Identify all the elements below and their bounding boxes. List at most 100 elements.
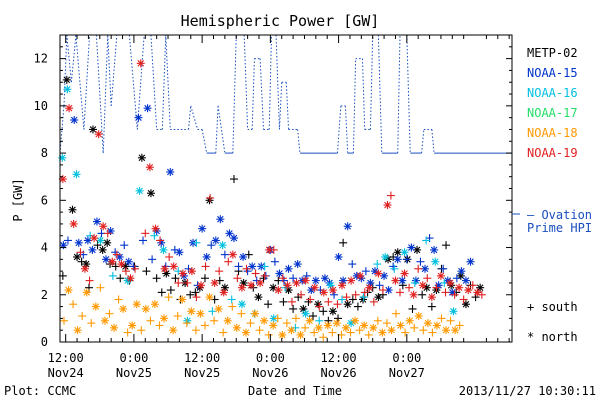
ovation-segment: [66, 34, 72, 83]
south-point-metp-02: [324, 316, 333, 325]
north-point-noaa-15: [320, 274, 329, 283]
plot-axes: [59, 34, 513, 343]
north-point-noaa-16: [96, 236, 105, 245]
north-point-noaa-15: [466, 257, 475, 266]
north-point-noaa-18: [287, 326, 296, 335]
south-point-noaa-19: [278, 274, 287, 283]
south-point-noaa-18: [364, 330, 373, 339]
north-point-noaa-18: [341, 323, 350, 332]
south-point-noaa-18: [59, 316, 68, 325]
north-point-noaa-18: [269, 321, 278, 330]
south-point-noaa-15: [207, 241, 216, 250]
south-point-noaa-16: [390, 264, 399, 273]
north-point-noaa-18: [214, 304, 223, 313]
north-point-noaa-19: [283, 281, 292, 290]
north-point-metp-02: [343, 300, 352, 309]
north-point-noaa-15: [343, 222, 352, 231]
ovation-segment: [232, 34, 237, 154]
south-point-metp-02: [408, 304, 417, 313]
ovation-hpi-series: [59, 34, 512, 154]
north-point-noaa-19: [356, 271, 365, 280]
south-point-metp-02: [334, 314, 343, 323]
south-point-noaa-18: [228, 302, 237, 311]
ovation-segment: [63, 34, 68, 106]
south-point-noaa-19: [405, 283, 414, 292]
plot-frame: [59, 34, 513, 343]
north-point-noaa-18: [119, 304, 128, 313]
north-point-noaa-19: [391, 276, 400, 285]
south-point-noaa-16: [260, 262, 269, 271]
south-point-metp-02: [309, 312, 318, 321]
north-point-noaa-18: [414, 312, 423, 321]
south-point-noaa-18: [164, 293, 173, 302]
x-tick-time: 12:00: [321, 351, 357, 365]
south-point-noaa-19: [103, 229, 112, 238]
south-point-noaa-18: [291, 314, 300, 323]
north-point-noaa-19: [365, 283, 374, 292]
ovation-segment: [107, 34, 112, 106]
south-point-noaa-19: [224, 257, 233, 266]
y-tick-label: 0: [41, 335, 48, 349]
south-point-noaa-18: [346, 328, 355, 337]
south-point-metp-02: [348, 295, 357, 304]
north-point-noaa-19: [237, 283, 246, 292]
north-point-noaa-15: [211, 236, 220, 245]
north-point-noaa-15: [339, 276, 348, 285]
south-point-noaa-18: [255, 326, 264, 335]
south-point-noaa-18: [301, 323, 310, 332]
south-point-noaa-18: [246, 319, 255, 328]
south-point-noaa-15: [361, 267, 370, 276]
south-point-metp-02: [442, 241, 451, 250]
south-point-noaa-16: [208, 307, 217, 316]
south-point-noaa-19: [269, 245, 278, 254]
south-point-metp-02: [427, 302, 436, 311]
south-point-noaa-18: [114, 295, 123, 304]
footer-timestamp: 2013/11/27 10:30:11: [459, 384, 596, 398]
north-point-noaa-18: [91, 302, 100, 311]
north-point-metp-02: [137, 153, 146, 162]
north-point-noaa-18: [223, 316, 232, 325]
south-point-noaa-19: [315, 302, 324, 311]
south-point-noaa-19: [297, 290, 306, 299]
south-point-noaa-15: [289, 274, 298, 283]
north-point-noaa-18: [128, 321, 137, 330]
south-point-noaa-19: [192, 293, 201, 302]
south-point-noaa-18: [123, 328, 132, 337]
x-axis-label: Date and Time: [248, 384, 342, 398]
south-point-noaa-19: [112, 250, 121, 259]
ovation-segment: [397, 34, 401, 154]
north-point-noaa-16: [135, 186, 144, 195]
north-point-noaa-18: [405, 316, 414, 325]
south-point-metp-02: [319, 307, 328, 316]
north-point-noaa-18: [232, 323, 241, 332]
ovation-segment: [377, 34, 383, 154]
x-tick-date: Nov26: [321, 366, 357, 380]
north-point-noaa-15: [216, 215, 225, 224]
south-point-noaa-16: [338, 295, 347, 304]
legend-entry-noaa-19: NOAA-19: [527, 146, 578, 160]
north-point-noaa-19: [400, 269, 409, 278]
ovation-segment: [150, 34, 158, 130]
south-point-noaa-16: [373, 260, 382, 269]
north-point-noaa-18: [378, 328, 387, 337]
y-tick-label: 2: [41, 288, 48, 302]
south-point-metp-02: [398, 281, 407, 290]
south-point-noaa-18: [210, 316, 219, 325]
north-point-noaa-19: [65, 104, 74, 113]
north-point-noaa-19: [292, 278, 301, 287]
north-point-noaa-19: [374, 269, 383, 278]
x-tick-time: 0:00: [119, 351, 148, 365]
north-point-noaa-19: [126, 274, 135, 283]
north-point-noaa-19: [169, 262, 178, 271]
north-point-noaa-18: [369, 323, 378, 332]
legend-ovation-label: — Ovation: [527, 208, 592, 222]
south-point-noaa-19: [342, 293, 351, 302]
south-point-noaa-19: [174, 278, 183, 287]
north-point-noaa-15: [239, 252, 248, 261]
north-point-metp-02: [328, 307, 337, 316]
axis-ticks: 02468101212:00Nov240:00Nov2512:00Nov250:…: [34, 35, 512, 380]
south-point-metp-02: [289, 304, 298, 313]
north-point-noaa-18: [132, 300, 141, 309]
south-point-noaa-18: [173, 312, 182, 321]
